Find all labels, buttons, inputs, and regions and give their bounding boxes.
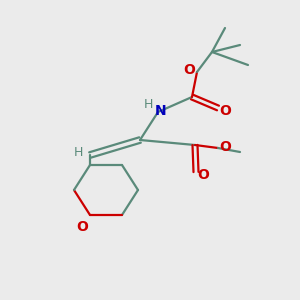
Text: O: O [183, 63, 195, 77]
Text: O: O [219, 140, 231, 154]
Text: H: H [143, 98, 153, 110]
Text: O: O [197, 168, 209, 182]
Text: O: O [219, 104, 231, 118]
Text: H: H [73, 146, 83, 160]
Text: N: N [155, 104, 167, 118]
Text: O: O [76, 220, 88, 234]
